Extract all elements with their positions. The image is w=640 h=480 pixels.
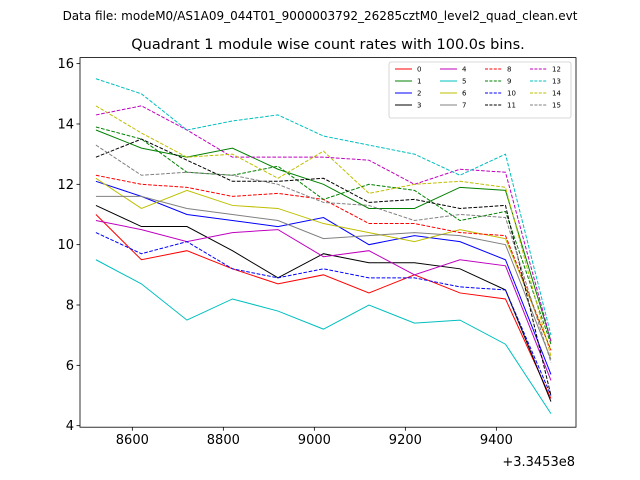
legend-label-7: 7 bbox=[462, 102, 466, 110]
legend-label-9: 9 bbox=[507, 78, 511, 86]
series-line-14 bbox=[95, 105, 552, 357]
legend-label-6: 6 bbox=[462, 90, 467, 98]
legend-label-3: 3 bbox=[417, 102, 421, 110]
series-line-1 bbox=[95, 129, 552, 342]
series-line-10 bbox=[95, 232, 552, 396]
series-line-7 bbox=[95, 195, 552, 360]
legend-label-10: 10 bbox=[507, 90, 516, 98]
legend-label-15: 15 bbox=[552, 102, 561, 110]
y-tick-label: 16 bbox=[57, 57, 74, 72]
data-file-suptitle: Data file: modeM0/AS1A09_044T01_90000037… bbox=[63, 9, 578, 23]
series-line-4 bbox=[95, 220, 552, 381]
x-offset-label: +3.3453e8 bbox=[502, 455, 575, 470]
y-axis: 4 6 8 10 12 14 16 bbox=[57, 57, 80, 434]
series-line-12 bbox=[95, 105, 552, 342]
x-tick-label: 9000 bbox=[298, 433, 331, 448]
legend-label-0: 0 bbox=[417, 66, 421, 74]
y-tick-label: 6 bbox=[66, 359, 74, 374]
x-tick-label: 8600 bbox=[116, 433, 149, 448]
series-line-13 bbox=[95, 78, 552, 336]
legend-label-2: 2 bbox=[417, 90, 421, 98]
legend-label-14: 14 bbox=[552, 90, 561, 98]
series-line-3 bbox=[95, 204, 552, 402]
y-tick-label: 10 bbox=[57, 238, 74, 253]
legend-label-12: 12 bbox=[552, 66, 561, 74]
y-tick-label: 12 bbox=[57, 178, 74, 193]
y-tick-label: 4 bbox=[66, 419, 74, 434]
legend-box bbox=[388, 61, 572, 119]
series-line-0 bbox=[95, 214, 552, 399]
legend-label-4: 4 bbox=[462, 66, 467, 74]
legend-label-8: 8 bbox=[507, 66, 511, 74]
chart-title: Quadrant 1 module wise count rates with … bbox=[131, 37, 525, 53]
y-tick-label: 14 bbox=[57, 117, 74, 132]
plot-area-frame bbox=[79, 57, 577, 428]
y-tick-label: 8 bbox=[66, 299, 74, 314]
legend-label-5: 5 bbox=[462, 78, 466, 86]
x-tick-label: 8800 bbox=[207, 433, 240, 448]
series-line-11 bbox=[95, 138, 552, 396]
legend-label-13: 13 bbox=[552, 78, 561, 86]
series-line-9 bbox=[95, 126, 552, 345]
series-lines bbox=[95, 78, 552, 414]
series-line-15 bbox=[95, 144, 552, 363]
legend-label-11: 11 bbox=[507, 102, 516, 110]
x-tick-label: 9400 bbox=[480, 433, 513, 448]
series-line-2 bbox=[95, 180, 552, 375]
x-axis: 8600 8800 9000 9200 9400 bbox=[116, 427, 513, 448]
legend-label-1: 1 bbox=[417, 78, 421, 86]
series-line-6 bbox=[95, 177, 552, 351]
series-line-5 bbox=[95, 259, 552, 414]
x-tick-label: 9200 bbox=[389, 433, 422, 448]
